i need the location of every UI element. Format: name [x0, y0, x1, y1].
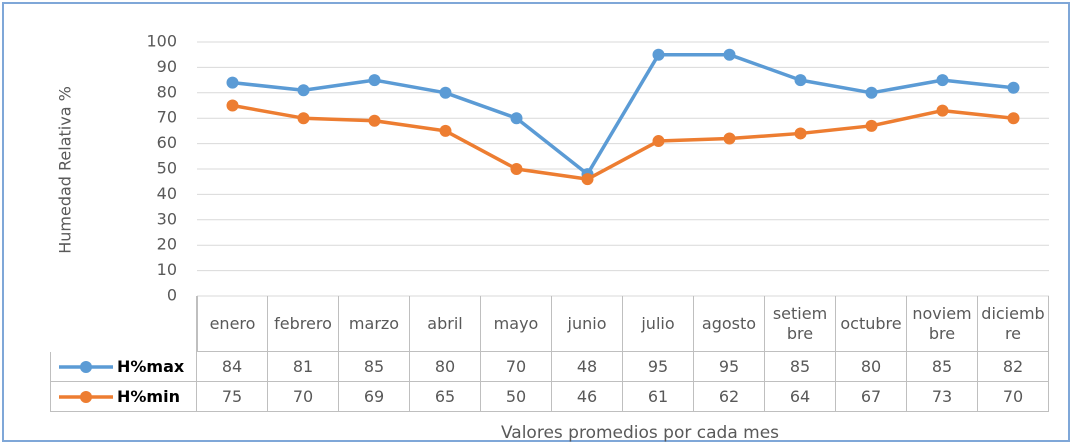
y-tick-label: 0 [167, 286, 177, 305]
table-value: 62 [694, 382, 765, 412]
point [794, 74, 807, 87]
table-value: 82 [978, 352, 1049, 382]
table-value: 80 [836, 352, 907, 382]
data-table: enero febrero marzo abril mayo junio julio agos… [50, 296, 1049, 412]
table-corner [50, 296, 197, 352]
x-axis-label: Valores promedios por cada mes [501, 423, 779, 443]
table-value: 75 [197, 382, 268, 412]
table-value: 73 [907, 382, 978, 412]
table-value: 85 [339, 352, 410, 382]
point [226, 99, 239, 112]
table-value: 48 [552, 352, 623, 382]
chart-frame [2, 2, 1070, 442]
table-value: 64 [765, 382, 836, 412]
legend-dot [80, 360, 92, 373]
point [439, 86, 452, 99]
table-value: 70 [481, 352, 552, 382]
table-value: 69 [339, 382, 410, 412]
legend-dot [80, 390, 92, 403]
y-tick-label: 40 [157, 184, 177, 203]
x-tick-label: junio [552, 296, 623, 352]
x-tick-label: julio [623, 296, 694, 352]
y-tick-label: 60 [157, 133, 177, 152]
legend-entry: H%max [50, 352, 197, 382]
x-tick-label: diciembre [978, 296, 1049, 352]
y-axis-label: Humedad Relativa % [56, 86, 75, 254]
point [652, 135, 665, 148]
x-tick-label: octubre [836, 296, 907, 352]
point [1007, 112, 1020, 125]
series-line [232, 103, 1014, 181]
table-value: 95 [694, 352, 765, 382]
y-tick-label: 100 [146, 32, 177, 51]
point [297, 84, 310, 97]
point [368, 114, 381, 127]
point [723, 132, 736, 145]
point [794, 127, 807, 140]
legend-label: H%min [117, 386, 180, 406]
point [439, 124, 452, 137]
table-value: 65 [410, 382, 481, 412]
x-tick-label: noviembre [907, 296, 978, 352]
point [1007, 81, 1020, 94]
table-value: 85 [765, 352, 836, 382]
point [723, 48, 736, 61]
point [865, 119, 878, 132]
legend-label: H%max [117, 356, 185, 376]
table-value: 67 [836, 382, 907, 412]
y-tick-label: 30 [157, 209, 177, 228]
x-tick-label: marzo [339, 296, 410, 352]
x-tick-label: mayo [481, 296, 552, 352]
legend-entry: H%min [50, 382, 197, 412]
point [581, 173, 594, 186]
legend-marker [59, 390, 113, 403]
x-tick-label: setiembre [765, 296, 836, 352]
point [226, 76, 239, 89]
table-value: 61 [623, 382, 694, 412]
series-line [232, 52, 1014, 176]
table-value: 81 [268, 352, 339, 382]
x-tick-label: agosto [694, 296, 765, 352]
table-value: 50 [481, 382, 552, 412]
point [936, 104, 949, 117]
point [936, 74, 949, 87]
table-value: 70 [978, 382, 1049, 412]
table-value: 70 [268, 382, 339, 412]
point [368, 74, 381, 87]
point [652, 48, 665, 61]
point [297, 112, 310, 125]
x-tick-label: enero [197, 296, 268, 352]
table-value: 84 [197, 352, 268, 382]
point [865, 86, 878, 99]
table-value: 80 [410, 352, 481, 382]
y-tick-label: 20 [157, 235, 177, 254]
legend-marker [59, 360, 113, 373]
y-tick-label: 70 [157, 108, 177, 127]
table-value: 95 [623, 352, 694, 382]
y-tick-label: 90 [157, 57, 177, 76]
x-tick-label: febrero [268, 296, 339, 352]
y-tick-label: 80 [157, 82, 177, 101]
x-tick-label: abril [410, 296, 481, 352]
point [510, 163, 523, 175]
table-value: 46 [552, 382, 623, 412]
y-tick-label: 50 [157, 159, 177, 178]
y-tick-label: 10 [157, 260, 177, 279]
point [510, 112, 523, 125]
table-value: 85 [907, 352, 978, 382]
